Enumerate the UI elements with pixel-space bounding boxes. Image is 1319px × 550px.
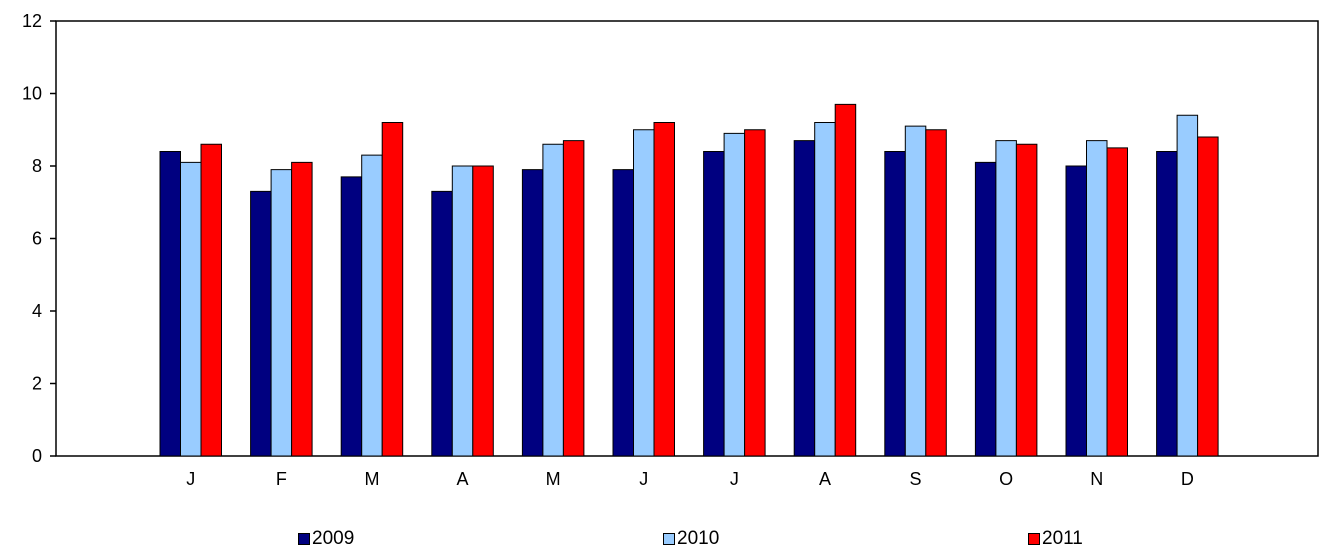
y-tick-label: 2 <box>32 374 42 394</box>
x-tick-label: M <box>546 469 561 489</box>
bar-2011-a-3 <box>472 165 494 457</box>
y-axis: 0 2 4 6 8 10 12 <box>22 11 56 466</box>
bar-2009-d-11 <box>1156 151 1178 457</box>
y-tick-label: 0 <box>32 446 42 466</box>
bar-2010-j-6 <box>723 132 746 457</box>
bar-2011-s-8 <box>925 129 947 457</box>
bars <box>159 103 1219 457</box>
bar-2010-d-11 <box>1176 114 1199 457</box>
x-tick-label: F <box>276 469 287 489</box>
bar-2009-j-5 <box>612 169 634 457</box>
y-tick-label: 10 <box>22 84 42 104</box>
bar-2011-a-7 <box>834 103 857 457</box>
legend-item-2011: 2011 <box>1028 528 1083 550</box>
bar-2011-d-11 <box>1197 136 1219 457</box>
bar-2011-n-10 <box>1106 147 1128 457</box>
bar-2011-o-9 <box>1015 143 1038 457</box>
bar-2010-m-4 <box>542 143 564 457</box>
legend-swatch-2009 <box>298 533 310 545</box>
x-tick-label: J <box>730 469 739 489</box>
bar-2011-m-4 <box>562 140 585 457</box>
bar-2009-a-3 <box>431 190 453 457</box>
legend-label-2009: 2009 <box>312 528 355 549</box>
bar-2011-j-0 <box>200 143 222 457</box>
bar-2009-s-8 <box>884 151 906 457</box>
bar-2010-j-0 <box>180 161 202 457</box>
legend-label-2011: 2011 <box>1042 528 1083 549</box>
x-tick-label: M <box>364 469 379 489</box>
bar-2010-a-3 <box>451 165 474 457</box>
bar-2011-f-1 <box>291 161 313 457</box>
x-tick-label: N <box>1090 469 1103 489</box>
y-tick-label: 12 <box>22 11 42 31</box>
bar-2009-j-6 <box>703 151 725 457</box>
x-tick-label: A <box>457 469 469 489</box>
bar-2011-j-5 <box>653 122 675 457</box>
x-tick-label: J <box>639 469 648 489</box>
legend-item-2009: 2009 <box>298 528 354 550</box>
bar-2010-m-2 <box>361 154 383 457</box>
bar-2010-j-5 <box>633 129 655 457</box>
y-tick-label: 4 <box>32 301 42 321</box>
bar-2010-f-1 <box>270 169 293 457</box>
x-tick-label: A <box>819 469 831 489</box>
legend-label-2010: 2010 <box>677 528 720 549</box>
bar-2010-s-8 <box>904 125 927 457</box>
legend-swatch-2010 <box>663 533 675 545</box>
bar-2009-n-10 <box>1065 165 1087 457</box>
bar-2010-a-7 <box>814 122 836 457</box>
bar-2010-n-10 <box>1086 140 1108 457</box>
y-tick-label: 6 <box>32 229 42 249</box>
legend-item-2010: 2010 <box>663 528 719 550</box>
plot-area-frame <box>55 20 1319 457</box>
bar-2009-a-7 <box>793 140 816 457</box>
x-tick-label: S <box>910 469 922 489</box>
bar-2011-j-6 <box>744 129 766 457</box>
y-tick-label: 8 <box>32 156 42 176</box>
bar-2009-m-2 <box>340 176 363 457</box>
x-tick-label: O <box>999 469 1013 489</box>
bar-2009-o-9 <box>974 161 997 457</box>
bar-2009-m-4 <box>521 169 544 457</box>
bar-2011-m-2 <box>381 122 404 457</box>
x-tick-label: J <box>186 469 195 489</box>
x-tick-label: D <box>1181 469 1194 489</box>
bar-2009-f-1 <box>250 190 272 457</box>
bar-2009-j-0 <box>159 151 181 457</box>
legend-swatch-2011 <box>1028 533 1040 545</box>
bar-2010-o-9 <box>995 140 1017 457</box>
